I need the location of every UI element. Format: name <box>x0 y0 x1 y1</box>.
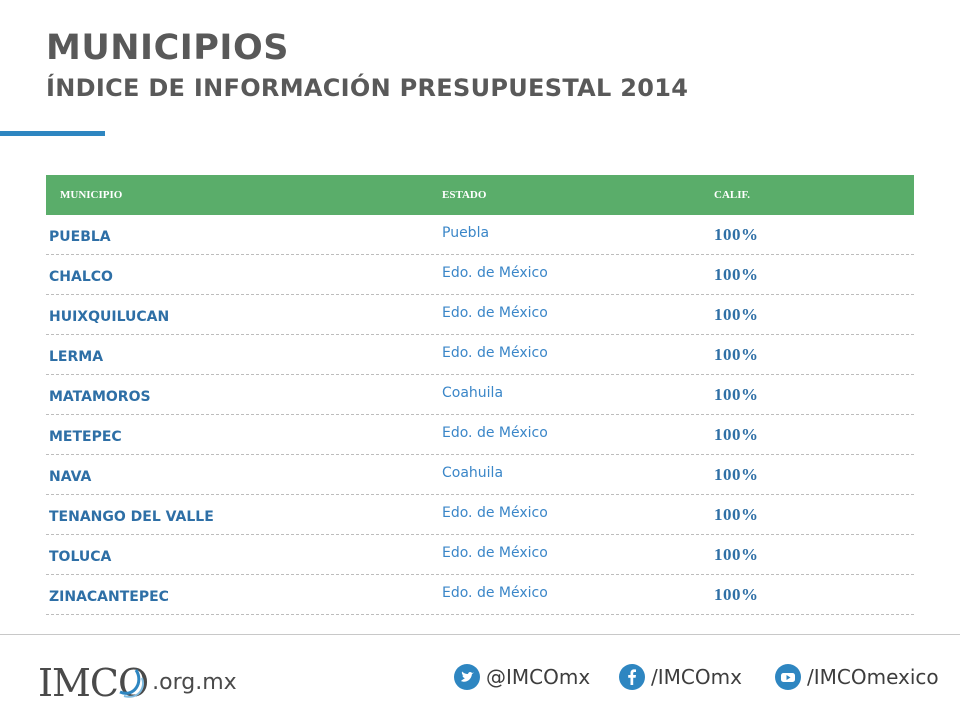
twitter-icon <box>454 664 480 690</box>
estado-cell: Edo. de México <box>442 504 548 521</box>
facebook-link[interactable]: /IMCOmx <box>619 664 742 690</box>
logo-swirl-icon <box>119 669 144 698</box>
twitter-link[interactable]: @IMCOmx <box>454 664 590 690</box>
header-calif: CALIF. <box>714 189 750 201</box>
table-row: CHALCO Edo. de México 100% <box>46 255 914 295</box>
logo-domain: .org.mx <box>152 670 237 695</box>
header-municipio: MUNICIPIO <box>60 189 123 201</box>
calif-cell: 100% <box>714 304 759 324</box>
municipio-cell: MATAMOROS <box>49 388 151 405</box>
logo-mark: IMCO <box>38 661 149 705</box>
calif-cell: 100% <box>714 384 759 404</box>
calif-cell: 100% <box>714 584 759 604</box>
municipio-cell: CHALCO <box>49 268 113 285</box>
calif-cell: 100% <box>714 464 759 484</box>
municipio-cell: METEPEC <box>49 428 122 445</box>
ranking-table: MUNICIPIO ESTADO CALIF. PUEBLA Puebla 100%… <box>46 175 914 615</box>
calif-cell: 100% <box>714 264 759 284</box>
estado-cell: Edo. de México <box>442 264 548 281</box>
table-header: MUNICIPIO ESTADO CALIF. <box>46 175 914 215</box>
table-row: MATAMOROS Coahuila 100% <box>46 375 914 415</box>
estado-cell: Puebla <box>442 224 490 241</box>
calif-cell: 100% <box>714 344 759 364</box>
calif-cell: 100% <box>714 224 759 244</box>
estado-cell: Edo. de México <box>442 544 548 561</box>
youtube-icon <box>775 664 801 690</box>
accent-bar <box>0 131 105 136</box>
municipio-cell: TENANGO DEL VALLE <box>49 508 214 525</box>
municipio-cell: NAVA <box>49 468 92 485</box>
slide-subtitle: ÍNDICE DE INFORMACIÓN PRESUPUESTAL 2014 <box>46 74 689 102</box>
calif-cell: 100% <box>714 544 759 564</box>
table-row: TOLUCA Edo. de México 100% <box>46 535 914 575</box>
slide-title: MUNICIPIOS <box>46 28 289 68</box>
table-row: METEPEC Edo. de México 100% <box>46 415 914 455</box>
calif-cell: 100% <box>714 424 759 444</box>
header-estado: ESTADO <box>442 189 487 201</box>
table-row: ZINACANTEPEC Edo. de México 100% <box>46 575 914 615</box>
table-row: NAVA Coahuila 100% <box>46 455 914 495</box>
table-row: PUEBLA Puebla 100% <box>46 215 914 255</box>
table-row: HUIXQUILUCAN Edo. de México 100% <box>46 295 914 335</box>
imco-logo: IMCO .org.mx <box>38 652 237 702</box>
municipio-cell: TOLUCA <box>49 548 112 565</box>
municipio-cell: HUIXQUILUCAN <box>49 308 170 325</box>
table-row: TENANGO DEL VALLE Edo. de México 100% <box>46 495 914 535</box>
municipio-cell: LERMA <box>49 348 104 365</box>
calif-cell: 100% <box>714 504 759 524</box>
municipio-cell: PUEBLA <box>49 228 111 245</box>
estado-cell: Edo. de México <box>442 304 548 321</box>
estado-cell: Edo. de México <box>442 584 548 601</box>
estado-cell: Coahuila <box>442 464 504 481</box>
twitter-handle: @IMCOmx <box>486 665 591 689</box>
estado-cell: Edo. de México <box>442 424 548 441</box>
footer-divider <box>0 634 960 635</box>
youtube-link[interactable]: /IMCOmexico <box>775 664 939 690</box>
youtube-handle: /IMCOmexico <box>807 665 939 689</box>
table-row: LERMA Edo. de México 100% <box>46 335 914 375</box>
facebook-handle: /IMCOmx <box>651 665 742 689</box>
municipio-cell: ZINACANTEPEC <box>49 588 169 605</box>
table-body: PUEBLA Puebla 100% CHALCO Edo. de México 100%… <box>46 215 914 615</box>
facebook-icon <box>619 664 645 690</box>
estado-cell: Edo. de México <box>442 344 548 361</box>
estado-cell: Coahuila <box>442 384 504 401</box>
